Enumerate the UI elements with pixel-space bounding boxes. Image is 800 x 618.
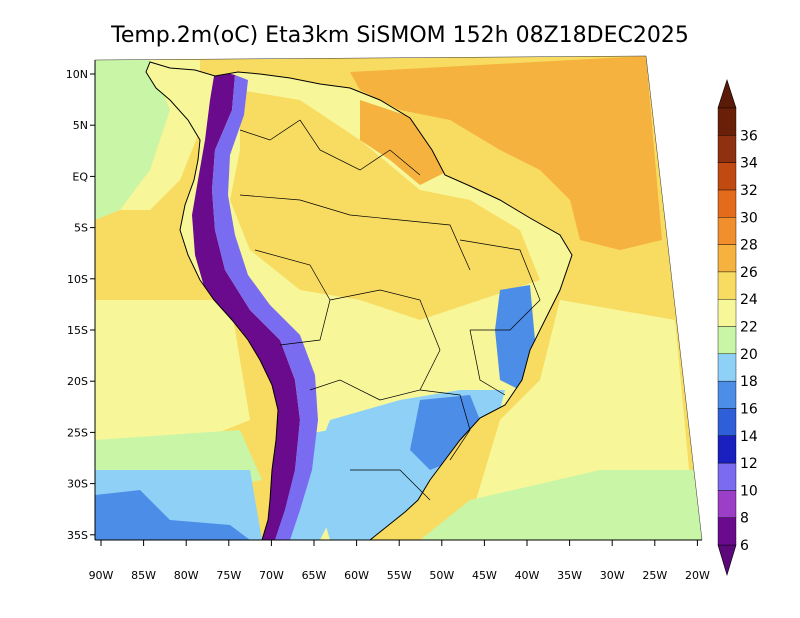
atlantic-warm-band xyxy=(350,56,662,250)
longitude-label: 90W xyxy=(89,569,114,582)
colorbar-segment xyxy=(717,217,737,245)
colorbar-max-arrow xyxy=(717,79,737,109)
colorbar-label: 32 xyxy=(740,183,758,199)
colorbar-label: 6 xyxy=(740,538,749,554)
longitude-axis: 90W 85W 80W 75W 70W 65W 60W 55W 50W 45W 40W 35W 30W 2… xyxy=(89,540,710,582)
colorbar-label: 20 xyxy=(740,347,758,363)
colorbar-label: 22 xyxy=(740,320,758,336)
colorbar-segment xyxy=(717,244,737,273)
colorbar-label: 14 xyxy=(740,429,758,445)
pacific-gradient-16 xyxy=(95,490,250,540)
longitude-label: 65W xyxy=(302,569,327,582)
brazil-plateau-cool-region xyxy=(495,285,535,390)
colorbar-label: 12 xyxy=(740,456,758,472)
colorbar-label: 36 xyxy=(740,128,758,144)
south-atlantic-band xyxy=(470,300,690,520)
colorbar-segment xyxy=(717,107,737,136)
temperature-field xyxy=(95,56,702,540)
colorbar-segment xyxy=(717,462,737,491)
colorbar-segment xyxy=(717,162,737,191)
latitude-label: 25S xyxy=(67,426,88,439)
longitude-label: 50W xyxy=(429,569,454,582)
map-domain-edge xyxy=(94,55,703,541)
border-lines xyxy=(239,119,541,501)
longitude-label: 85W xyxy=(131,569,156,582)
colorbar-label: 18 xyxy=(740,374,758,390)
latitude-axis: 10N 5N EQ 5S 10S 15S 20S 25S 30S 35S xyxy=(66,68,95,542)
chart-title: Temp.2m(oC) Eta3km SiSMOM 152h 08Z18DEC2… xyxy=(110,23,689,48)
longitude-label: 40W xyxy=(515,569,540,582)
colorbar-label: 28 xyxy=(740,238,758,254)
latitude-label: 10S xyxy=(67,273,88,286)
colorbar-segment xyxy=(717,408,737,436)
colorbar-segment xyxy=(717,326,737,355)
latitude-label: 5S xyxy=(74,222,88,235)
latitude-label: 30S xyxy=(67,478,88,491)
colorbar-segment xyxy=(717,380,737,409)
amazon-warm-region xyxy=(230,90,540,320)
colorbar-segment xyxy=(717,271,737,300)
latitude-label: 10N xyxy=(66,68,88,81)
longitude-label: 45W xyxy=(472,569,497,582)
longitude-label: 55W xyxy=(387,569,412,582)
andes-flank xyxy=(212,75,318,540)
colorbar-label: 30 xyxy=(740,210,758,226)
colorbar-label: 10 xyxy=(740,483,758,499)
latitude-label: EQ xyxy=(72,170,88,183)
colorbar-min-arrow xyxy=(717,544,737,577)
north-coast-warm-region xyxy=(360,100,450,185)
colorbar-label: 24 xyxy=(740,292,758,308)
pacific-gradient-22 xyxy=(95,300,250,440)
longitude-label: 35W xyxy=(557,569,582,582)
longitude-label: 25W xyxy=(642,569,667,582)
pacific-northwest-band xyxy=(95,60,170,220)
longitude-label: 20W xyxy=(685,569,710,582)
longitude-label: 70W xyxy=(259,569,284,582)
colorbar: 6 8 10 12 14 16 18 20 22 24 26 28 30 32 34 36 xyxy=(717,79,758,577)
longitude-label: 30W xyxy=(600,569,625,582)
latitude-label: 15S xyxy=(67,324,88,337)
colorbar-segment xyxy=(717,135,737,163)
colorbar-segment xyxy=(717,189,737,218)
longitude-label: 80W xyxy=(174,569,199,582)
colorbar-label: 8 xyxy=(740,511,749,527)
latitude-label: 5N xyxy=(73,119,88,132)
colorbar-segment xyxy=(717,490,737,518)
latitude-label: 35S xyxy=(67,529,88,542)
longitude-label: 75W xyxy=(216,569,241,582)
colorbar-segment xyxy=(717,298,737,327)
colorbar-label: 34 xyxy=(740,156,758,172)
latitude-label: 20S xyxy=(67,375,88,388)
south-atlantic-cool-band xyxy=(420,470,702,540)
longitude-label: 60W xyxy=(344,569,369,582)
colorbar-segment xyxy=(717,353,737,382)
colorbar-label: 26 xyxy=(740,265,758,281)
highlands-cool-region xyxy=(410,395,480,470)
map-frame xyxy=(94,60,702,541)
colorbar-segment xyxy=(717,435,737,464)
colorbar-label: 16 xyxy=(740,401,758,417)
colorbar-segment xyxy=(717,517,737,546)
